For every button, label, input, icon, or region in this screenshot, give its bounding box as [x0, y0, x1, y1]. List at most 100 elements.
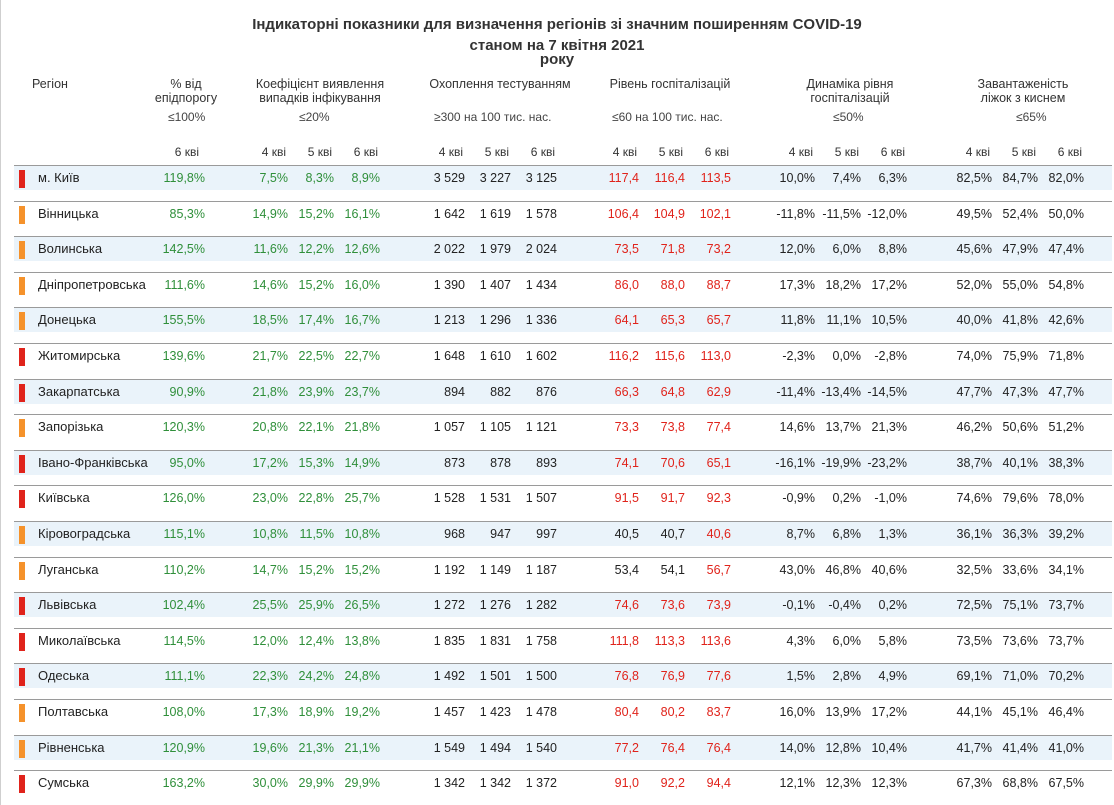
- row-divider: [14, 307, 1112, 309]
- cell-dyn-5: 12,3%: [825, 776, 861, 791]
- subheader-pct-6: 6 кві: [174, 145, 199, 159]
- cell-hosp-4: 40,5: [614, 527, 639, 541]
- cell-test-4: 2 022: [433, 242, 465, 257]
- cell-detect-5: 8,3%: [305, 171, 335, 185]
- cell-dyn-4: -11,8%: [776, 206, 815, 221]
- cell-dyn-5: -13,4%: [821, 384, 861, 399]
- cell-pct-epidthreshold: 155,5%: [162, 313, 205, 328]
- cell-detect-6: 24,8%: [344, 669, 380, 684]
- cell-beds-5: 47,9%: [1002, 242, 1038, 257]
- cell-detect-5: 12,4%: [298, 633, 334, 648]
- cell-beds-5: 41,4%: [1002, 740, 1038, 755]
- row-divider: [14, 378, 1112, 380]
- cell-beds-5: 50,6%: [1002, 420, 1038, 435]
- cell-hosp-4: 74,6: [614, 598, 639, 613]
- cell-beds-5: 68,8%: [1002, 776, 1038, 791]
- cell-detect-4: 22,3%: [252, 669, 288, 684]
- table-row: Одеська 111,1% 22,3% 24,2% 24,8% 1 492 1 501 1 …: [14, 663, 1112, 689]
- cell-hosp-5: 92,2: [660, 776, 685, 791]
- region-name: Івано-Франківська: [38, 454, 148, 470]
- cell-detect-5: 12,2%: [298, 242, 334, 257]
- cell-detect-4: 21,8%: [252, 384, 288, 399]
- region-name: Запорізька: [38, 419, 104, 435]
- region-status-marker: [19, 775, 25, 794]
- cell-test-6: 1 372: [525, 776, 557, 791]
- row-divider: [14, 734, 1112, 736]
- cell-detect-6: 16,0%: [344, 277, 380, 292]
- cell-test-6: 997: [536, 527, 557, 541]
- cell-detect-6: 13,8%: [344, 633, 380, 648]
- subheader-dyn-4: 4 кві: [788, 145, 813, 159]
- region-status-marker: [19, 383, 25, 402]
- cell-pct-epidthreshold: 90,9%: [169, 384, 205, 399]
- region-status-marker: [19, 348, 25, 366]
- cell-hosp-5: 88,0: [660, 277, 685, 292]
- header-beds: Завантаженість ліжок з киснем: [935, 77, 1111, 105]
- cell-hosp-5: 115,6: [654, 349, 685, 363]
- cell-hosp-6: 113,5: [700, 171, 731, 185]
- header-detect-line2: випадків інфікування: [259, 91, 381, 105]
- cell-hosp-6: 77,4: [706, 420, 731, 435]
- cell-dyn-4: 12,1%: [779, 776, 815, 791]
- cell-detect-4: 7,5%: [259, 171, 289, 185]
- cell-hosp-6: 56,7: [706, 562, 731, 577]
- cell-detect-5: 15,3%: [298, 455, 334, 470]
- cell-beds-5: 71,0%: [1002, 669, 1038, 684]
- header-test: Охоплення тестуванням: [412, 77, 588, 91]
- cell-test-5: 1 296: [479, 313, 511, 328]
- header-pct-line1: % від: [170, 77, 202, 91]
- cell-hosp-6: 73,9: [706, 598, 731, 613]
- cell-beds-4: 36,1%: [956, 527, 992, 541]
- region-status-marker: [19, 561, 25, 580]
- header-hosp: Рівень госпіталізацій: [582, 77, 758, 91]
- cell-hosp-6: 83,7: [706, 705, 731, 719]
- cell-pct-epidthreshold: 108,0%: [162, 705, 205, 719]
- cell-detect-5: 29,9%: [298, 776, 334, 791]
- cell-hosp-5: 80,2: [660, 705, 685, 719]
- cell-test-4: 1 457: [433, 705, 465, 719]
- cell-beds-6: 78,0%: [1048, 491, 1084, 506]
- region-status-marker: [19, 205, 25, 224]
- cell-pct-epidthreshold: 126,0%: [162, 491, 205, 506]
- row-divider: [14, 449, 1112, 451]
- cell-hosp-5: 113,3: [654, 633, 685, 648]
- subheader-detect-4: 4 кві: [261, 145, 286, 159]
- cell-test-5: 3 227: [479, 171, 511, 185]
- table-row: Запорізька 120,3% 20,8% 22,1% 21,8% 1 057 1 10…: [14, 414, 1112, 440]
- cell-test-4: 1 390: [433, 277, 465, 292]
- cell-test-6: 893: [536, 455, 557, 470]
- cell-detect-4: 17,3%: [252, 705, 288, 719]
- cell-dyn-5: 6,0%: [832, 633, 862, 648]
- cell-beds-5: 79,6%: [1002, 491, 1038, 506]
- header-dyn-line1: Динаміка рівня: [806, 77, 894, 91]
- row-divider: [14, 485, 1112, 487]
- cell-hosp-6: 88,7: [706, 277, 731, 292]
- subheader-hosp-4: 4 кві: [612, 145, 637, 159]
- cell-test-4: 1 272: [433, 598, 465, 613]
- cell-beds-4: 41,7%: [956, 740, 992, 755]
- cell-hosp-5: 76,4: [660, 740, 685, 755]
- cell-beds-5: 52,4%: [1002, 206, 1038, 221]
- cell-pct-epidthreshold: 163,2%: [162, 776, 205, 791]
- row-divider: [14, 592, 1112, 594]
- cell-test-6: 1 540: [525, 740, 557, 755]
- cell-dyn-5: 0,2%: [832, 491, 862, 506]
- cell-detect-4: 14,9%: [252, 206, 288, 221]
- cell-hosp-5: 73,8: [660, 420, 685, 435]
- cell-hosp-6: 62,9: [706, 384, 731, 399]
- cell-beds-6: 34,1%: [1048, 562, 1084, 577]
- cell-dyn-5: 18,2%: [825, 277, 861, 292]
- cell-test-5: 1 105: [479, 420, 511, 435]
- cell-hosp-5: 76,9: [660, 669, 685, 684]
- cell-hosp-4: 117,4: [608, 171, 639, 185]
- subheader-beds-5: 5 кві: [1011, 145, 1036, 159]
- cell-hosp-4: 73,3: [614, 420, 639, 435]
- cell-hosp-4: 80,4: [614, 705, 639, 719]
- region-name: Луганська: [38, 561, 99, 577]
- subheader-detect-6: 6 кві: [353, 145, 378, 159]
- region-status-marker: [19, 241, 25, 260]
- cell-hosp-6: 73,2: [706, 242, 731, 257]
- cell-hosp-5: 91,7: [660, 491, 685, 506]
- cell-beds-6: 73,7%: [1048, 633, 1084, 648]
- header-hosp-line1: Рівень госпіталізацій: [609, 77, 731, 91]
